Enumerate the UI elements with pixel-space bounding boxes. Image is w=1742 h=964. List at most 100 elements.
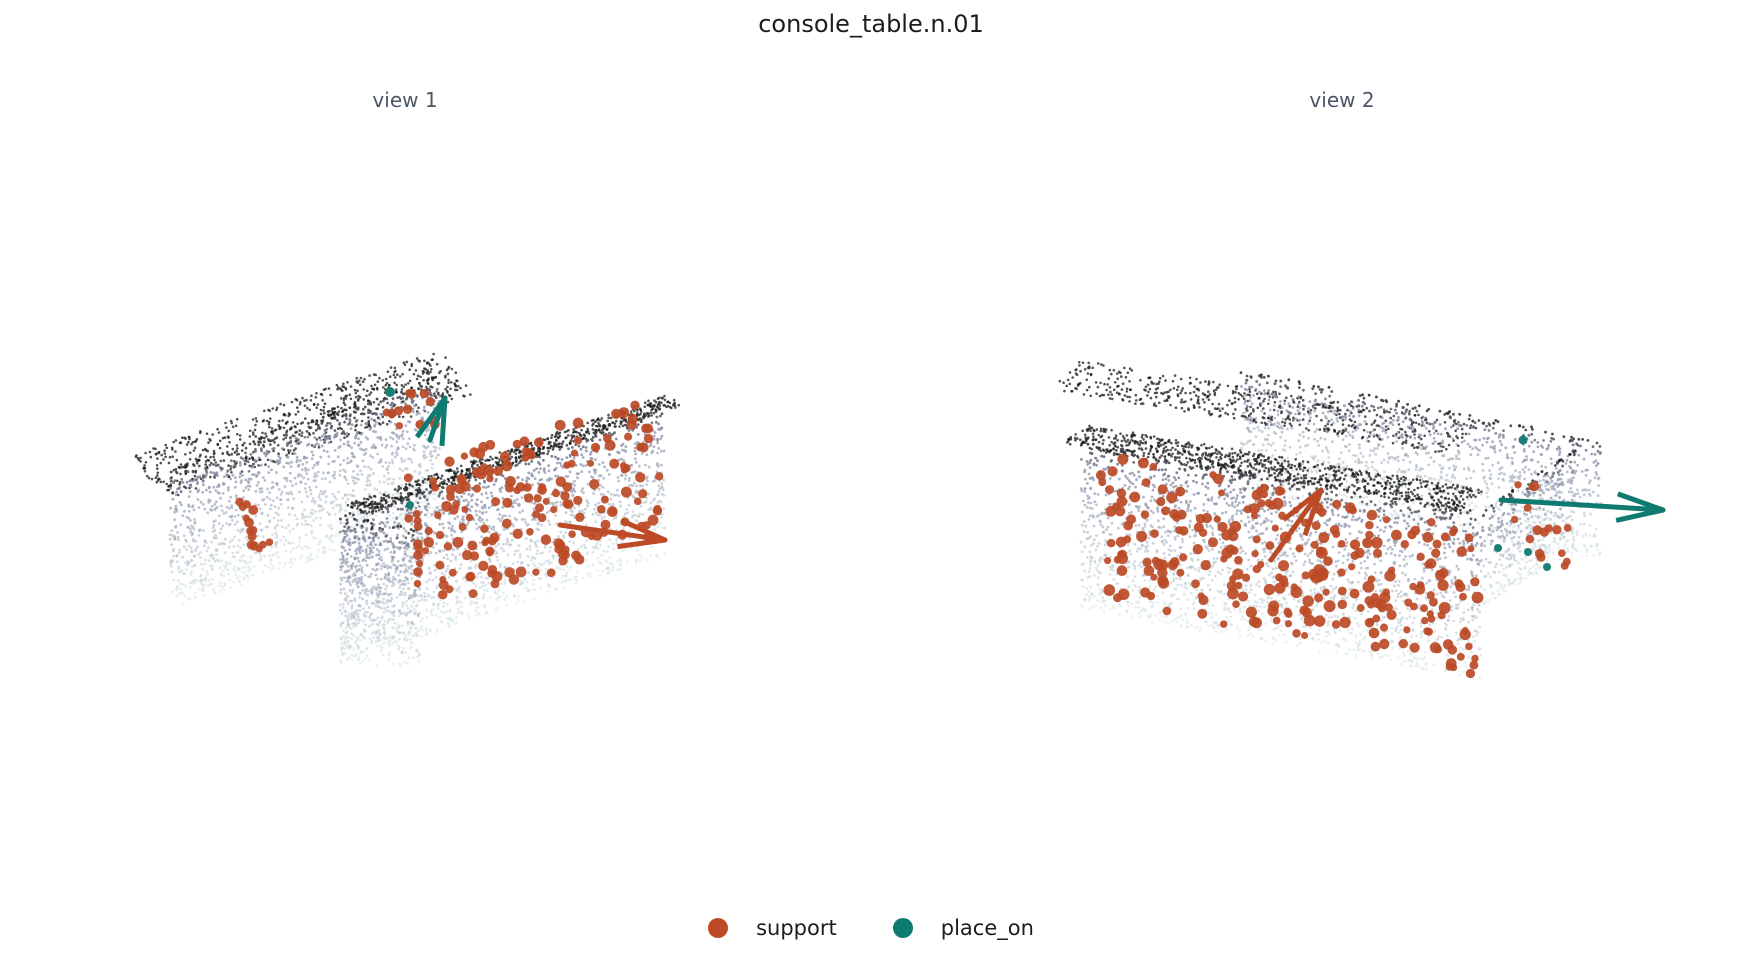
- cloud-point: [444, 570, 448, 573]
- cloud-point: [410, 511, 413, 515]
- cloud-point: [358, 595, 361, 599]
- cloud-point: [187, 495, 191, 498]
- cloud-point: [530, 474, 534, 477]
- cloud-point: [420, 385, 424, 388]
- cloud-point: [365, 480, 369, 483]
- cloud-point: [418, 505, 421, 508]
- cloud-point: [531, 483, 534, 487]
- cloud-point: [426, 593, 430, 597]
- cloud-point: [353, 400, 357, 404]
- cloud-point: [188, 437, 191, 441]
- cloud-point: [410, 604, 413, 608]
- cloud-point: [380, 499, 383, 503]
- cloud-point: [217, 514, 221, 518]
- cloud-point: [263, 436, 266, 440]
- cloud-point: [360, 432, 363, 436]
- cloud-point: [405, 430, 409, 434]
- cloud-point: [190, 533, 194, 537]
- cloud-point: [296, 422, 299, 426]
- cloud-point: [422, 444, 426, 448]
- cloud-point: [639, 410, 643, 413]
- cloud-point: [177, 551, 181, 555]
- cloud-point: [514, 452, 518, 456]
- cloud-point: [456, 547, 459, 551]
- cloud-point: [305, 398, 308, 402]
- cloud-point: [427, 475, 431, 478]
- cloud-point: [322, 550, 325, 554]
- cloud-point: [360, 570, 364, 574]
- cloud-point: [213, 458, 216, 462]
- cloud-point: [598, 430, 602, 433]
- cloud-point: [331, 506, 335, 510]
- cloud-point: [468, 596, 471, 600]
- cloud-point: [179, 587, 182, 590]
- cloud-point: [633, 457, 637, 460]
- cloud-point: [364, 559, 368, 563]
- cloud-point: [238, 475, 242, 479]
- cloud-point: [297, 544, 301, 548]
- cloud-point: [405, 547, 409, 551]
- cloud-point: [295, 441, 299, 445]
- cloud-point: [242, 577, 246, 581]
- cloud-point: [347, 612, 351, 616]
- cloud-point: [284, 436, 288, 440]
- cloud-point: [321, 551, 325, 555]
- cloud-point: [381, 510, 385, 514]
- cloud-point: [206, 546, 210, 549]
- cloud-point: [364, 623, 367, 627]
- cloud-point: [157, 450, 161, 454]
- cloud-point: [511, 461, 515, 465]
- cloud-point: [237, 539, 241, 542]
- cloud-point: [501, 506, 505, 509]
- cloud-point: [379, 649, 383, 653]
- cloud-point: [588, 571, 592, 575]
- cloud-point: [376, 595, 380, 599]
- cloud-point: [531, 583, 535, 586]
- cloud-point: [494, 477, 498, 481]
- cloud-point: [355, 499, 358, 503]
- cloud-point: [388, 638, 391, 642]
- cloud-point: [248, 442, 252, 446]
- cloud-point: [415, 631, 418, 634]
- cloud-point: [400, 542, 404, 545]
- cloud-point: [192, 539, 196, 543]
- cloud-point: [580, 489, 583, 493]
- cloud-point: [532, 562, 536, 566]
- cloud-point: [362, 398, 366, 401]
- cloud-point: [385, 636, 389, 640]
- cloud-point: [323, 411, 326, 415]
- cloud-point: [607, 416, 610, 420]
- cloud-point: [377, 628, 381, 632]
- cloud-point: [430, 608, 434, 612]
- cloud-point: [474, 563, 478, 567]
- cloud-point: [666, 400, 670, 404]
- cloud-point: [236, 567, 240, 571]
- cloud-point: [397, 573, 401, 577]
- cloud-point: [220, 585, 224, 588]
- cloud-point: [554, 432, 558, 435]
- cloud-point: [346, 622, 350, 626]
- cloud-point: [646, 412, 650, 416]
- cloud-point: [297, 463, 301, 467]
- cloud-point: [569, 565, 572, 569]
- cloud-point: [243, 462, 247, 466]
- cloud-point: [148, 450, 152, 454]
- cloud-point: [571, 488, 575, 491]
- cloud-point: [532, 597, 536, 601]
- cloud-point: [235, 520, 239, 524]
- cloud-point: [458, 610, 462, 613]
- cloud-point: [345, 599, 348, 603]
- cloud-point: [392, 614, 396, 617]
- cloud-point: [617, 458, 621, 462]
- cloud-point: [622, 459, 626, 463]
- cloud-point: [343, 476, 347, 480]
- cloud-point: [340, 561, 344, 565]
- cloud-point: [357, 617, 360, 621]
- cloud-point: [274, 542, 277, 546]
- cloud-point: [433, 473, 436, 477]
- cloud-point: [321, 546, 325, 550]
- cloud-point: [358, 547, 362, 551]
- cloud-point: [178, 592, 182, 595]
- cloud-point: [325, 424, 328, 427]
- cloud-point: [644, 500, 648, 503]
